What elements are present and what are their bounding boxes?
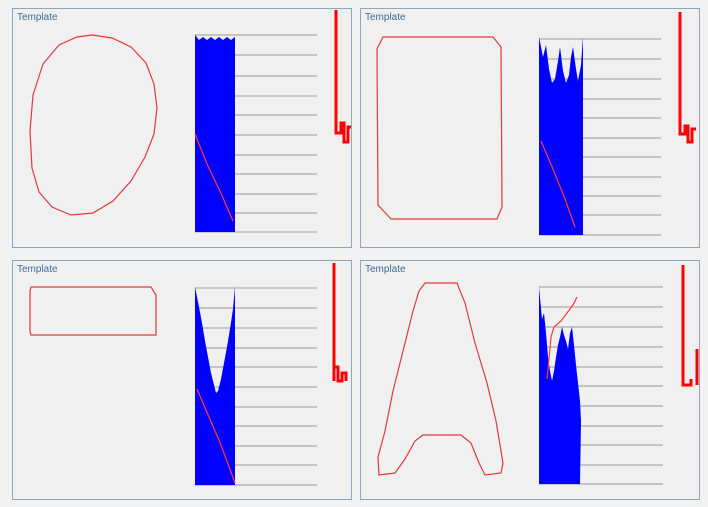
profile-curve bbox=[196, 388, 236, 484]
panel-graphics bbox=[29, 263, 348, 486]
side-indicator bbox=[332, 263, 348, 383]
side-indicator bbox=[334, 10, 351, 144]
template-panel-ellipse: Template bbox=[12, 8, 352, 248]
projection-histogram bbox=[539, 287, 581, 484]
side-indicator bbox=[681, 265, 699, 387]
projection-histogram bbox=[539, 37, 583, 235]
side-indicator bbox=[678, 12, 696, 144]
profile-curve bbox=[546, 296, 578, 380]
panel-title: Template bbox=[365, 12, 406, 23]
profile-curve bbox=[194, 133, 234, 222]
panel-graphics bbox=[377, 265, 699, 485]
template-outline bbox=[377, 282, 504, 476]
panel-title: Template bbox=[17, 264, 58, 275]
template-panel-flat-rectangle: Template bbox=[12, 260, 352, 500]
template-outline bbox=[29, 34, 158, 216]
projection-histogram bbox=[195, 287, 235, 485]
panel-title: Template bbox=[17, 12, 58, 23]
template-outline bbox=[29, 286, 157, 336]
template-panel-letter-a: Template bbox=[360, 260, 700, 500]
panel-graphics bbox=[29, 10, 351, 233]
profile-curve bbox=[540, 140, 576, 228]
template-outline bbox=[376, 36, 503, 220]
template-panel-rounded-square: Template bbox=[360, 8, 700, 248]
panel-title: Template bbox=[365, 264, 406, 275]
panel-graphics bbox=[376, 12, 696, 236]
projection-histogram bbox=[195, 35, 235, 232]
